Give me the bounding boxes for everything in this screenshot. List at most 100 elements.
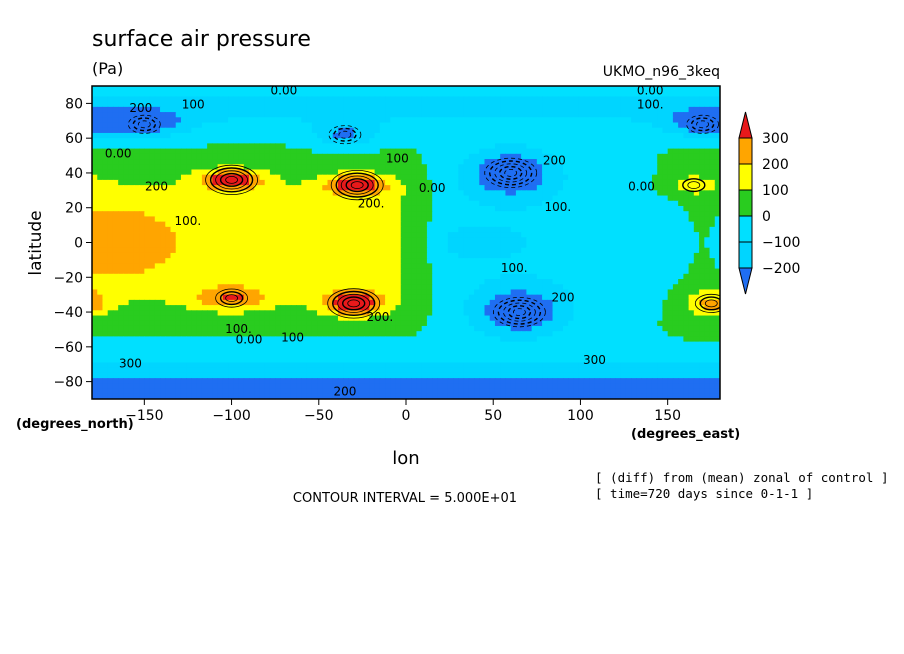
heatmap-cell (139, 226, 145, 233)
heatmap-cell (568, 117, 575, 124)
heatmap-cell (390, 132, 397, 139)
heatmap-cell (453, 101, 459, 108)
heatmap-cell (170, 279, 177, 285)
heatmap-cell (217, 205, 224, 212)
heatmap-cell (583, 268, 590, 275)
heatmap-cell (667, 91, 674, 98)
heatmap-cell (421, 138, 428, 144)
heatmap-cell (468, 242, 475, 249)
heatmap-cell (306, 86, 313, 92)
heatmap-cell (327, 153, 334, 160)
heatmap-cell (353, 169, 360, 176)
heatmap-cell (254, 200, 261, 207)
heatmap-cell (390, 279, 397, 285)
heatmap-cell (128, 159, 135, 165)
heatmap-cell (620, 237, 627, 244)
heatmap-cell (594, 122, 601, 129)
heatmap-cell (322, 117, 329, 124)
heatmap-cell (364, 153, 370, 160)
heatmap-cell (196, 159, 203, 165)
heatmap-cell (128, 106, 135, 113)
heatmap-cell (264, 279, 271, 285)
heatmap-cell (107, 242, 114, 249)
heatmap-cell (311, 101, 318, 108)
heatmap-cell (542, 122, 548, 129)
heatmap-cell (573, 273, 580, 280)
heatmap-cell (610, 289, 616, 296)
heatmap-cell (416, 279, 423, 285)
heatmap-cell (118, 226, 124, 233)
heatmap-cell (442, 252, 449, 259)
heatmap-cell (196, 138, 203, 144)
heatmap-cell (657, 91, 664, 98)
heatmap-cell (672, 117, 679, 124)
heatmap-cell (400, 179, 407, 186)
heatmap-cell (196, 195, 203, 202)
heatmap-cell (390, 242, 397, 249)
heatmap-cell (332, 101, 339, 108)
heatmap-cell (327, 159, 334, 165)
heatmap-cell (128, 91, 135, 98)
heatmap-cell (139, 273, 145, 280)
heatmap-cell (154, 174, 161, 181)
heatmap-cell (343, 221, 350, 228)
heatmap-cell (301, 185, 308, 191)
heatmap-cell (458, 122, 465, 129)
heatmap-cell (358, 127, 365, 134)
heatmap-cell (651, 252, 658, 259)
heatmap-cell (358, 148, 365, 155)
heatmap-cell (170, 185, 177, 191)
heatmap-cell (348, 112, 355, 118)
heatmap-cell (432, 91, 438, 98)
heatmap-cell (149, 216, 156, 223)
heatmap-cell (484, 294, 491, 301)
heatmap-cell (364, 273, 370, 280)
heatmap-cell (191, 299, 198, 306)
heatmap-cell (589, 91, 595, 98)
heatmap-cell (615, 153, 622, 160)
heatmap-cell (631, 294, 637, 301)
heatmap-cell (264, 112, 271, 118)
heatmap-cell (165, 232, 172, 238)
heatmap-cell (589, 138, 595, 144)
heatmap-cell (583, 284, 590, 291)
heatmap-cell (406, 299, 412, 306)
heatmap-cell (379, 273, 386, 280)
heatmap-cell (165, 91, 172, 98)
heatmap-cell (704, 273, 711, 280)
heatmap-cell (411, 132, 418, 139)
heatmap-cell (610, 174, 616, 181)
heatmap-cell (191, 148, 198, 155)
heatmap-cell (92, 101, 98, 108)
heatmap-cell (385, 112, 391, 118)
heatmap-cell (175, 190, 182, 197)
heatmap-cell (259, 122, 266, 129)
heatmap-cell (102, 185, 109, 191)
heatmap-cell (458, 299, 465, 306)
heatmap-cell (552, 258, 559, 264)
heatmap-cell (317, 252, 323, 259)
heatmap-cell (557, 216, 564, 223)
heatmap-cell (296, 86, 302, 92)
heatmap-cell (536, 122, 543, 129)
heatmap-cell (102, 159, 109, 165)
heatmap-cell (238, 96, 245, 103)
heatmap-cell (107, 232, 114, 238)
heatmap-cell (269, 190, 276, 197)
heatmap-cell (667, 289, 674, 296)
heatmap-cell (563, 237, 569, 244)
heatmap-cell (337, 86, 344, 92)
heatmap-cell (547, 289, 554, 296)
heatmap-cell (139, 91, 145, 98)
heatmap-cell (92, 273, 98, 280)
heatmap-cell (636, 237, 643, 244)
heatmap-cell (709, 242, 716, 249)
heatmap-cell (385, 273, 391, 280)
heatmap-cell (301, 273, 308, 280)
heatmap-cell (610, 122, 616, 129)
heatmap-cell (332, 159, 339, 165)
heatmap-cell (228, 299, 234, 306)
heatmap-cell (322, 127, 329, 134)
heatmap-cell (165, 101, 172, 108)
heatmap-cell (610, 143, 616, 150)
